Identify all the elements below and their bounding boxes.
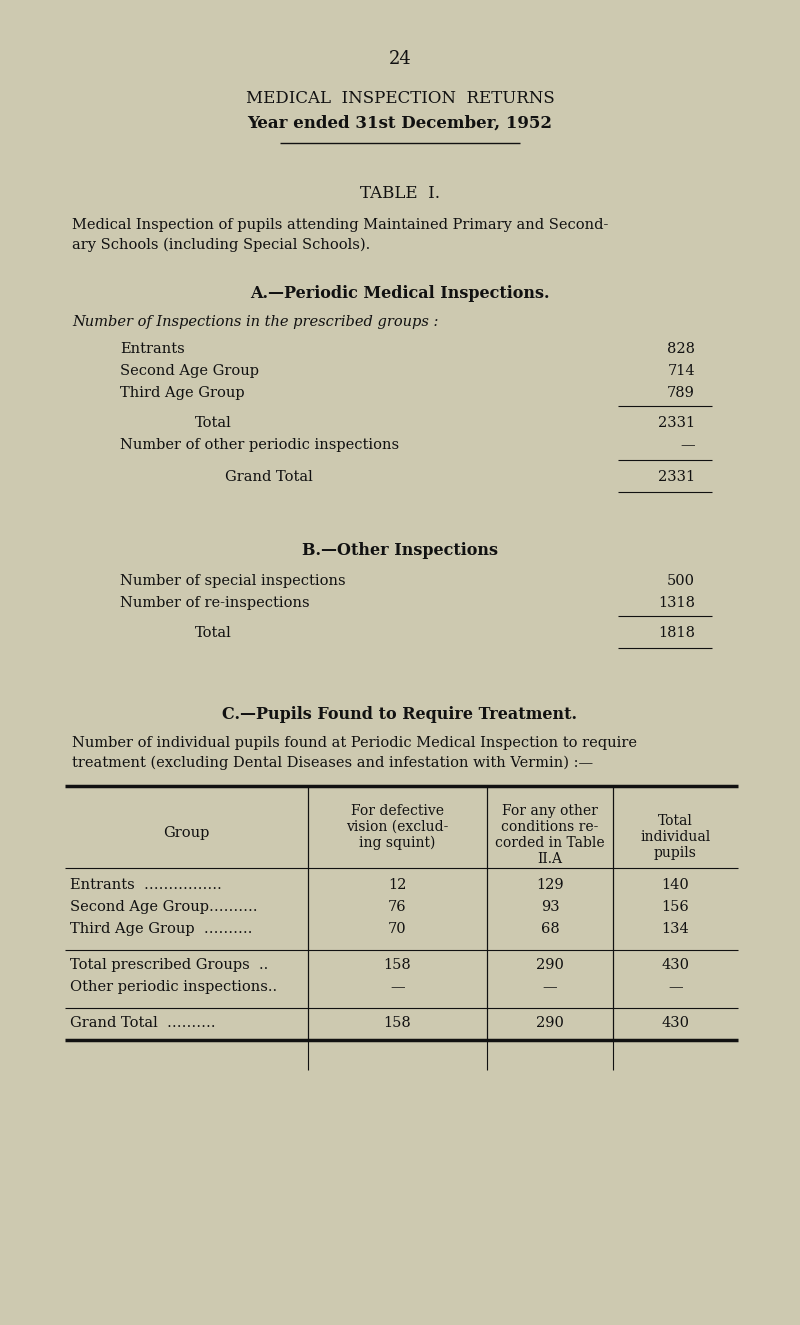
Text: —: — — [542, 980, 558, 994]
Text: 12: 12 — [388, 878, 406, 892]
Text: 129: 129 — [536, 878, 564, 892]
Text: —: — — [668, 980, 683, 994]
Text: Second Age Group……….: Second Age Group………. — [70, 900, 258, 914]
Text: 140: 140 — [662, 878, 690, 892]
Text: 2331: 2331 — [658, 416, 695, 431]
Text: 24: 24 — [389, 50, 411, 68]
Text: —: — — [680, 439, 695, 452]
Text: Year ended 31st December, 1952: Year ended 31st December, 1952 — [247, 115, 553, 132]
Text: ary Schools (including Special Schools).: ary Schools (including Special Schools). — [72, 238, 370, 252]
Text: corded in Table: corded in Table — [495, 836, 605, 851]
Text: Number of other periodic inspections: Number of other periodic inspections — [120, 439, 399, 452]
Text: A.—Periodic Medical Inspections.: A.—Periodic Medical Inspections. — [250, 285, 550, 302]
Text: Entrants  …………….: Entrants ……………. — [70, 878, 222, 892]
Text: Number of Inspections in the prescribed groups :: Number of Inspections in the prescribed … — [72, 315, 438, 329]
Text: Third Age Group: Third Age Group — [120, 386, 245, 400]
Text: Total prescribed Groups  ..: Total prescribed Groups .. — [70, 958, 268, 973]
Text: 430: 430 — [662, 958, 690, 973]
Text: 76: 76 — [388, 900, 407, 914]
Text: II.A: II.A — [538, 852, 562, 867]
Text: Number of special inspections: Number of special inspections — [120, 574, 346, 588]
Text: pupils: pupils — [654, 845, 697, 860]
Text: 156: 156 — [662, 900, 690, 914]
Text: C.—Pupils Found to Require Treatment.: C.—Pupils Found to Require Treatment. — [222, 706, 578, 723]
Text: 93: 93 — [541, 900, 559, 914]
Text: conditions re-: conditions re- — [502, 820, 598, 833]
Text: individual: individual — [640, 829, 710, 844]
Text: 789: 789 — [667, 386, 695, 400]
Text: 68: 68 — [541, 922, 559, 935]
Text: 158: 158 — [384, 958, 411, 973]
Text: 158: 158 — [384, 1016, 411, 1030]
Text: For any other: For any other — [502, 804, 598, 818]
Text: MEDICAL  INSPECTION  RETURNS: MEDICAL INSPECTION RETURNS — [246, 90, 554, 107]
Text: vision (exclud-: vision (exclud- — [346, 820, 449, 833]
Text: TABLE  I.: TABLE I. — [360, 186, 440, 201]
Text: 828: 828 — [667, 342, 695, 356]
Text: Total: Total — [658, 814, 693, 828]
Text: Medical Inspection of pupils attending Maintained Primary and Second-: Medical Inspection of pupils attending M… — [72, 219, 608, 232]
Text: ing squint): ing squint) — [359, 836, 436, 851]
Text: Number of individual pupils found at Periodic Medical Inspection to require: Number of individual pupils found at Per… — [72, 735, 637, 750]
Text: 1818: 1818 — [658, 625, 695, 640]
Text: 714: 714 — [667, 364, 695, 378]
Text: Total: Total — [195, 625, 232, 640]
Text: 70: 70 — [388, 922, 407, 935]
Text: —: — — [390, 980, 405, 994]
Text: Entrants: Entrants — [120, 342, 185, 356]
Text: 1318: 1318 — [658, 596, 695, 610]
Text: 430: 430 — [662, 1016, 690, 1030]
Text: Other periodic inspections..: Other periodic inspections.. — [70, 980, 277, 994]
Text: 134: 134 — [662, 922, 690, 935]
Text: Second Age Group: Second Age Group — [120, 364, 259, 378]
Text: 500: 500 — [667, 574, 695, 588]
Text: Grand Total  ……….: Grand Total ………. — [70, 1016, 215, 1030]
Text: Group: Group — [163, 825, 210, 840]
Text: Grand Total: Grand Total — [225, 470, 313, 484]
Text: 290: 290 — [536, 1016, 564, 1030]
Text: 290: 290 — [536, 958, 564, 973]
Text: 2331: 2331 — [658, 470, 695, 484]
Text: Third Age Group  ……….: Third Age Group ………. — [70, 922, 252, 935]
Text: For defective: For defective — [351, 804, 444, 818]
Text: B.—Other Inspections: B.—Other Inspections — [302, 542, 498, 559]
Text: Total: Total — [195, 416, 232, 431]
Text: Number of re-inspections: Number of re-inspections — [120, 596, 310, 610]
Text: treatment (excluding Dental Diseases and infestation with Vermin) :—: treatment (excluding Dental Diseases and… — [72, 757, 593, 770]
